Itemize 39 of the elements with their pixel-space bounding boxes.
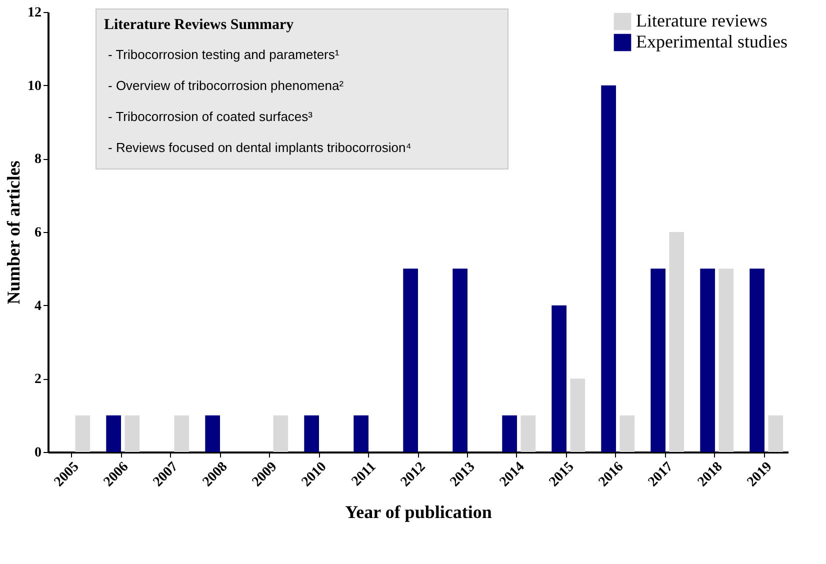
bar [750,268,764,452]
bar [273,415,288,452]
bar [75,415,90,452]
x-tick-label: 2011 [349,460,380,490]
y-tick-label: 12 [28,6,42,20]
legend-label: Experimental studies [636,32,788,52]
bar [354,415,368,452]
bar [403,268,418,452]
annotation: - Reviews focused on dental implants tribocorrosion⁴ [108,140,412,155]
annotation: Literature Reviews Summary [104,17,294,33]
bar [650,268,666,452]
bar [452,268,468,452]
y-tick-label: 2 [34,372,42,388]
legend-label: Literature reviews [636,10,768,30]
bar [601,85,616,452]
y-tick-label: 0 [34,446,42,460]
bar [700,268,715,452]
x-axis-title: Year of publication [345,502,492,522]
bar [205,415,220,452]
bar [502,415,517,452]
bar [570,378,586,452]
annotation: - Tribocorrosion of coated surfaces³ [108,109,314,124]
y-axis-title: Number of articles [4,160,24,304]
bar [620,415,635,452]
y-tick-label: 4 [34,298,42,314]
bar [304,415,320,452]
bar [718,268,734,452]
bar [552,305,566,452]
annotation: - Tribocorrosion testing and parameters¹ [108,47,340,62]
y-tick-label: 10 [28,78,42,94]
bar [106,415,122,452]
annotation: - Overview of tribocorrosion phenomena² [108,78,344,93]
bar [669,232,684,452]
bar [520,415,536,452]
bar [124,415,140,452]
y-tick-label: 8 [34,152,42,168]
bar [768,415,784,452]
bar [174,415,190,452]
y-tick-label: 6 [34,226,42,240]
